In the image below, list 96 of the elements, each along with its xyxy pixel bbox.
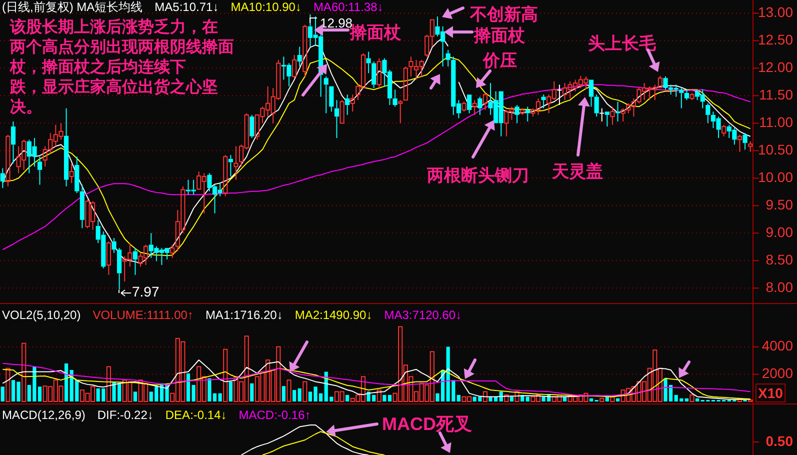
text: DEA:-0.14↓ — [165, 408, 227, 422]
candlestick — [446, 50, 450, 68]
y-tick-label: 4000 — [762, 338, 794, 354]
text: 0.50 — [766, 433, 794, 449]
annotation: 两根断头铡刀 — [426, 166, 529, 185]
bar — [64, 363, 68, 402]
bar — [514, 391, 520, 402]
y-tick-label: 12.00 — [758, 58, 794, 75]
bar — [186, 373, 190, 402]
annotation: 不创新高 — [469, 5, 538, 24]
text: MA5:10.71↓ — [154, 0, 219, 14]
bar — [22, 342, 26, 402]
candlestick — [10, 121, 16, 164]
bar — [133, 392, 138, 402]
chart-title: VOL2(5,10,20) — [2, 308, 81, 322]
candlestick — [366, 51, 371, 74]
y-tick-label: 13.00 — [758, 4, 794, 20]
bar — [376, 390, 382, 402]
annotation: 头上长毛 — [588, 34, 657, 53]
annotation: MACD死叉 — [382, 414, 472, 434]
text: MA1:1716.20↓ — [205, 308, 283, 322]
y-tick-label: 9.50 — [766, 196, 794, 212]
y-tick-label: 10.00 — [758, 168, 794, 185]
bar — [218, 393, 222, 402]
bar — [562, 396, 567, 402]
text: MACD:-0.16↑ — [238, 408, 311, 422]
annotation: 擀面杖 — [473, 26, 526, 45]
candlestick — [594, 94, 599, 118]
candlestick — [37, 156, 42, 186]
bar — [610, 396, 615, 402]
text: MA3:7120.60↓ — [384, 308, 462, 322]
bar — [690, 394, 694, 402]
text: X10 — [758, 385, 784, 401]
bar — [302, 381, 308, 402]
bar — [600, 398, 604, 402]
candlestick — [64, 108, 69, 187]
text: DIF:-0.22↓ — [97, 408, 154, 422]
candlestick — [610, 106, 615, 126]
bar — [11, 380, 16, 402]
bar — [510, 396, 514, 402]
y-tick-label: 8.00 — [766, 278, 794, 295]
y-tick-label: 10.50 — [758, 141, 794, 158]
bar — [684, 398, 689, 402]
text: MA10:10.90↓ — [230, 0, 302, 14]
candlestick — [472, 100, 477, 116]
bar — [526, 396, 530, 402]
bar — [589, 398, 594, 402]
y-tick-label: 9.00 — [766, 224, 794, 240]
candlestick — [350, 94, 355, 112]
y-tick-label: 8.50 — [766, 251, 794, 268]
bar — [346, 394, 350, 402]
y-tick-label: 2000 — [762, 364, 794, 381]
bar — [282, 386, 286, 402]
candlestick — [334, 100, 340, 139]
annotation: 价压 — [482, 51, 517, 70]
text: MA2:1490.90↓ — [294, 308, 372, 322]
annotation: 该股长期上涨后涨势乏力，在两个高点分别出现两根阴线擀面杖，擀面杖之后均连续下跌，显示庄家高位出货之心坚决。 — [9, 17, 234, 116]
chart-title: MACD(12,26,9) — [2, 408, 86, 422]
series-label: VOLUME:1111.00↑ — [92, 308, 194, 322]
bar — [106, 366, 112, 402]
bar — [298, 388, 302, 402]
bar — [292, 390, 296, 402]
candlestick — [615, 101, 620, 122]
bar — [605, 396, 609, 402]
bar — [228, 382, 232, 402]
candlestick — [0, 168, 5, 189]
candlestick — [297, 46, 302, 68]
bar — [16, 382, 20, 402]
candlestick — [525, 106, 530, 122]
candlestick — [170, 244, 175, 258]
text: MA60:11.38↓ — [313, 0, 384, 14]
bar — [616, 398, 620, 402]
bar — [482, 391, 488, 402]
annotation: 天灵盖 — [551, 161, 603, 181]
bar — [0, 386, 4, 402]
bar — [192, 384, 196, 402]
bar — [504, 394, 509, 402]
candlestick — [80, 184, 84, 229]
bar — [696, 398, 700, 402]
annotation: 7.97 — [132, 284, 160, 300]
candlestick — [345, 94, 350, 116]
candlestick — [132, 247, 138, 276]
candlestick — [541, 94, 546, 109]
y-tick-label: 11.00 — [759, 114, 794, 130]
bar — [286, 380, 292, 402]
candlestick — [234, 146, 238, 180]
candlestick — [557, 84, 562, 106]
bar — [456, 394, 460, 402]
bar — [250, 383, 254, 402]
y-tick-label: 12.50 — [758, 31, 794, 48]
bar — [223, 348, 228, 402]
candlestick — [69, 162, 74, 184]
chart-title: (日线,前复权) MA短长均线 — [2, 0, 143, 14]
candlestick — [112, 238, 116, 254]
bar — [6, 368, 10, 402]
y-tick-label: 11.50 — [759, 86, 794, 102]
